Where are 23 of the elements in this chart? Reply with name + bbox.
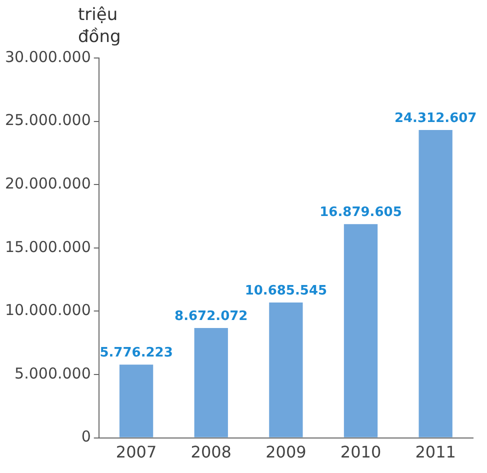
data-label: 16.879.605 <box>320 204 402 220</box>
y-tick-label: 0 <box>81 428 91 446</box>
x-tick-label: 2009 <box>266 442 306 462</box>
y-tick-label: 20.000.000 <box>4 174 91 192</box>
data-label: 24.312.607 <box>394 110 477 126</box>
x-tick-label: 2010 <box>340 442 382 462</box>
y-tick-label: 15.000.000 <box>4 238 91 256</box>
y-tick-label: 10.000.000 <box>4 301 91 320</box>
x-tick-label: 2008 <box>190 442 232 462</box>
y-tick-label: 5.000.000 <box>14 364 91 382</box>
data-label: 10.685.545 <box>244 283 328 298</box>
data-label: 5.776.223 <box>100 346 173 361</box>
bar <box>119 364 154 438</box>
bar <box>269 302 303 438</box>
y-tick-label: 25.000.000 <box>4 111 91 130</box>
x-tick-label: 2011 <box>415 442 456 462</box>
x-tick-label: 2007 <box>116 442 157 462</box>
bar <box>344 224 378 438</box>
data-label: 8.672.072 <box>174 308 248 324</box>
bar <box>194 328 228 438</box>
y-axis-title: triệu đồng <box>78 4 122 48</box>
bar <box>418 130 452 438</box>
y-tick-label: 30.000.000 <box>4 48 91 66</box>
